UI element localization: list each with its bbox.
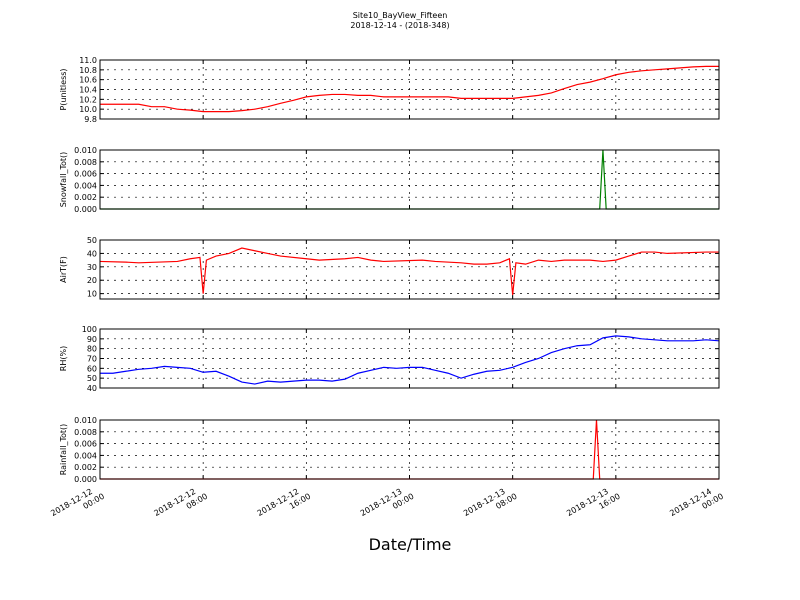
x-axis-label: Date/Time xyxy=(369,535,452,554)
y-tick-label: 0.010 xyxy=(74,416,97,425)
y-tick-label: 50 xyxy=(87,236,97,245)
y-tick-label: 0.006 xyxy=(74,440,97,449)
y-tick-label: 0.006 xyxy=(74,170,97,179)
y-tick-label: 40 xyxy=(87,384,97,393)
plot-frame xyxy=(99,59,720,120)
y-axis-label: AirT(F) xyxy=(59,256,68,283)
y-axis-label: Snowfall_Tot() xyxy=(59,152,68,208)
chart-subtitle: 2018-12-14 - (2018-348) xyxy=(350,21,449,30)
y-tick-label: 90 xyxy=(87,335,97,344)
y-tick-label: 10.2 xyxy=(79,95,97,104)
y-tick-label: 20 xyxy=(87,276,97,285)
y-tick-label: 0.000 xyxy=(74,205,97,214)
plot-frame xyxy=(99,239,720,300)
y-tick-label: 10.0 xyxy=(79,105,97,114)
y-axis-label: RH(%) xyxy=(59,346,68,371)
data-line xyxy=(100,335,720,385)
data-line xyxy=(100,65,719,113)
y-tick-label: 40 xyxy=(87,249,97,258)
y-tick-label: 10.8 xyxy=(79,66,97,75)
y-tick-label: 0.004 xyxy=(74,451,97,460)
y-tick-label: 0.008 xyxy=(74,428,97,437)
y-tick-label: 10.4 xyxy=(79,86,97,95)
y-tick-label: 50 xyxy=(87,374,97,383)
y-tick-label: 0.008 xyxy=(74,158,97,167)
y-tick-label: 0.002 xyxy=(74,193,97,202)
y-tick-label: 10.6 xyxy=(79,76,97,85)
plot-frame xyxy=(99,328,720,389)
y-tick-label: 100 xyxy=(82,325,97,334)
y-tick-label: 0.004 xyxy=(74,181,97,190)
y-tick-label: 30 xyxy=(87,263,97,272)
y-axis-label: P(unitless) xyxy=(59,68,68,110)
y-tick-label: 10 xyxy=(87,290,97,299)
y-tick-label: 70 xyxy=(87,355,97,364)
y-tick-label: 80 xyxy=(87,345,97,354)
chart-title: Site10_BayView_Fifteen xyxy=(353,11,448,20)
data-line xyxy=(99,247,719,296)
y-tick-label: 0.002 xyxy=(74,463,97,472)
y-axis-label: Rainfall_Tot() xyxy=(59,424,68,476)
y-tick-label: 0.000 xyxy=(74,475,97,484)
y-tick-label: 60 xyxy=(87,364,97,373)
y-tick-label: 11.0 xyxy=(79,56,97,65)
plot-frame xyxy=(99,149,720,210)
y-tick-label: 9.8 xyxy=(84,115,97,124)
plot-frame xyxy=(99,419,720,480)
y-tick-label: 0.010 xyxy=(74,146,97,155)
